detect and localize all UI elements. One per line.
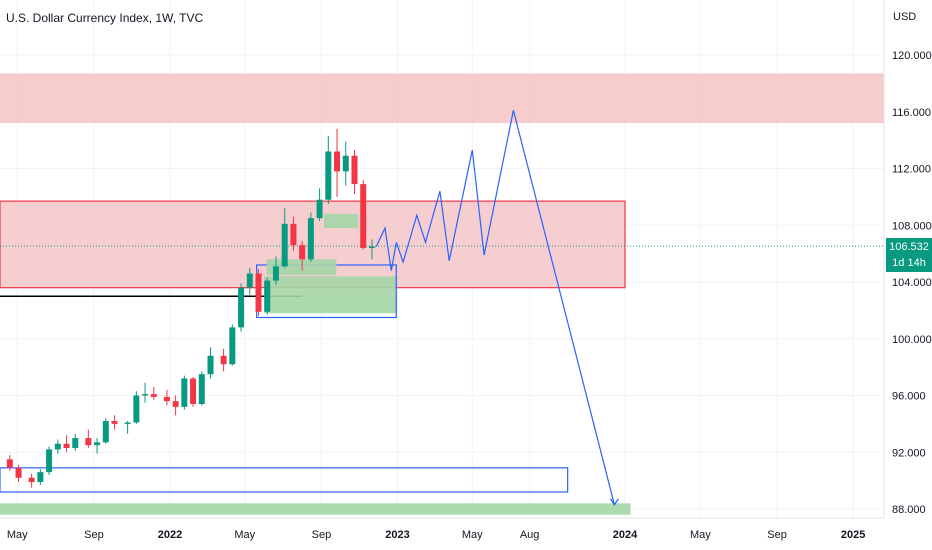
candle-up	[133, 395, 140, 423]
candle-up	[142, 394, 149, 396]
candle-up	[307, 218, 314, 260]
projection-line	[375, 110, 615, 505]
time-tick-label: Aug	[520, 529, 540, 541]
price-tick-label: 104.000	[892, 277, 932, 289]
supply-zone	[0, 73, 884, 124]
time-axis[interactable]: May Sep 2022 May Sep 2023 May Aug 2024 May Sep 2025	[0, 517, 884, 541]
candle-down	[190, 378, 197, 405]
candle-down	[163, 396, 170, 402]
candle-down	[150, 394, 157, 397]
candle-down	[360, 184, 367, 248]
price-tick-label: 120.000	[892, 50, 932, 62]
last-price-tag: 106.532 1d 14h	[886, 238, 932, 272]
candle-down	[15, 467, 22, 478]
candles	[6, 128, 375, 488]
price-tick-label: 100.000	[892, 334, 932, 346]
projection-arrowhead	[609, 498, 619, 506]
time-tick-label: May	[690, 529, 711, 541]
time-tick-label: 2023	[385, 529, 409, 541]
candle-down	[351, 155, 358, 185]
outline-box	[0, 467, 569, 493]
candle-up	[281, 223, 288, 267]
zone-box	[0, 503, 631, 515]
candle-down	[6, 459, 13, 468]
candle-down	[255, 273, 262, 312]
candle-up	[54, 443, 61, 450]
zone-box	[264, 276, 397, 314]
candle-up	[342, 155, 349, 172]
candle-down	[172, 401, 179, 407]
bar-countdown: 1d 14h	[892, 257, 926, 269]
time-tick-label: Sep	[312, 529, 332, 541]
candle-down	[85, 438, 92, 446]
candle-down	[290, 223, 297, 246]
candle-up	[207, 355, 214, 375]
candle-up	[102, 421, 109, 443]
candle-up	[238, 287, 245, 328]
candle-up	[272, 266, 279, 281]
price-tick-label: 108.000	[892, 220, 932, 232]
candle-up	[94, 442, 101, 446]
price-axis[interactable]: 120.000 116.000 112.000 108.000 104.000 100.0…	[883, 0, 932, 518]
candle-up	[246, 273, 253, 288]
zone-box	[323, 213, 359, 229]
time-tick-label: Sep	[767, 529, 787, 541]
candle-up	[229, 327, 236, 365]
chart-title: U.S. Dollar Currency Index, 1W, TVC	[6, 11, 204, 25]
candle-up	[72, 438, 79, 448]
candle-up	[368, 246, 375, 248]
candle-down	[299, 245, 306, 260]
annotation-zones	[0, 73, 884, 515]
projection-path	[375, 110, 619, 506]
time-tick-label: May	[7, 529, 28, 541]
price-tick-label: 92.000	[892, 447, 926, 459]
candle-down	[220, 355, 227, 365]
price-tick-label: 88.000	[892, 504, 926, 516]
candle-up	[37, 472, 44, 483]
currency-unit: USD	[893, 11, 917, 23]
time-tick-label: 2025	[841, 529, 865, 541]
candle-up	[124, 422, 131, 424]
candle-up	[198, 374, 205, 405]
last-price-value: 106.532	[889, 241, 929, 253]
time-tick-label: May	[234, 529, 255, 541]
candle-up	[46, 449, 53, 473]
time-tick-label: 2024	[613, 529, 638, 541]
price-tick-label: 96.000	[892, 391, 926, 403]
time-tick-label: Sep	[84, 529, 104, 541]
time-tick-label: May	[462, 529, 483, 541]
candle-up	[316, 199, 323, 219]
price-tick-label: 116.000	[892, 107, 931, 119]
price-tick-label: 112.000	[892, 164, 931, 176]
candle-up	[264, 280, 271, 312]
candle-down	[334, 151, 341, 172]
candle-down	[111, 421, 118, 424]
candle-down	[28, 477, 35, 483]
candle-down	[63, 443, 70, 448]
candle-up	[181, 378, 188, 407]
candle-up	[325, 151, 332, 200]
time-tick-label: 2022	[158, 529, 182, 541]
